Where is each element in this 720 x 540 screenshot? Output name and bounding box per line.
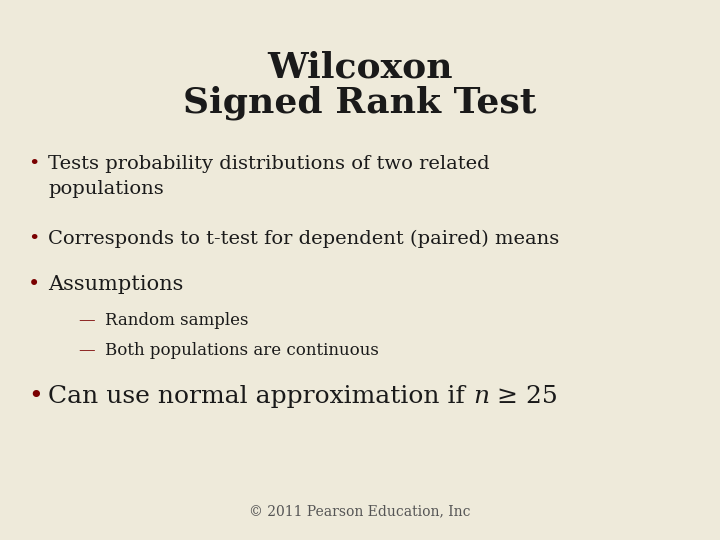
Text: Assumptions: Assumptions: [48, 275, 184, 294]
Text: Can use normal approximation if: Can use normal approximation if: [48, 385, 473, 408]
Text: Both populations are continuous: Both populations are continuous: [105, 342, 379, 359]
Text: Tests probability distributions of two related
populations: Tests probability distributions of two r…: [48, 155, 490, 198]
Text: Random samples: Random samples: [105, 312, 248, 329]
Text: n: n: [473, 385, 489, 408]
Text: ≥ 25: ≥ 25: [489, 385, 557, 408]
Text: —: —: [78, 312, 94, 329]
Text: •: •: [28, 385, 42, 408]
Text: Signed Rank Test: Signed Rank Test: [184, 85, 536, 119]
Text: —: —: [78, 342, 94, 359]
Text: •: •: [28, 155, 40, 173]
Text: © 2011 Pearson Education, Inc: © 2011 Pearson Education, Inc: [249, 504, 471, 518]
Text: Wilcoxon: Wilcoxon: [267, 50, 453, 84]
Text: •: •: [28, 275, 40, 294]
Text: Corresponds to t-test for dependent (paired) means: Corresponds to t-test for dependent (pai…: [48, 230, 559, 248]
Text: •: •: [28, 230, 40, 248]
